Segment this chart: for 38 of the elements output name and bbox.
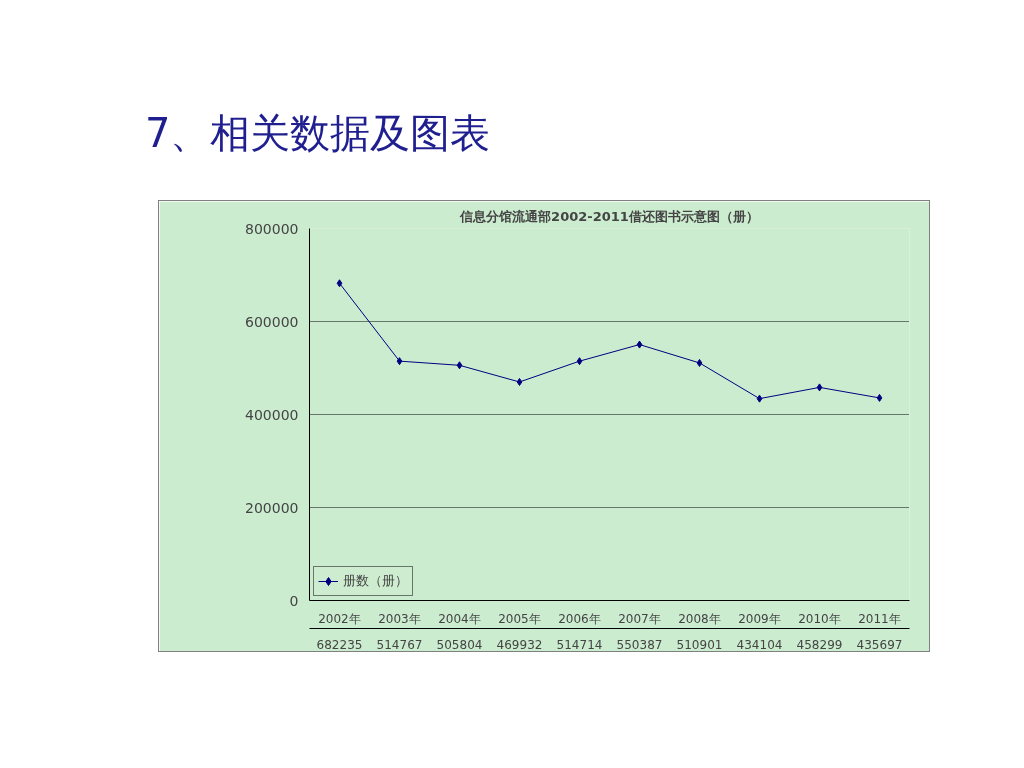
data-label: 435697 [856, 637, 903, 652]
x-tick-label: 2009年 [738, 611, 781, 626]
data-label: 434104 [736, 637, 783, 652]
point [696, 358, 703, 367]
point [876, 393, 883, 402]
x-tick-label: 2010年 [798, 611, 841, 626]
text: 7、相关数据及图表 [145, 109, 491, 158]
point [816, 383, 823, 392]
data-label: 514767 [376, 637, 423, 652]
data-label: 458299 [796, 637, 843, 652]
x-tick-label: 2006年 [558, 611, 601, 626]
data-label: 469932 [496, 637, 543, 652]
y-tick-label: 400000 [245, 406, 299, 423]
y-tick-label: 600000 [245, 313, 299, 330]
point [636, 340, 643, 349]
point [756, 394, 763, 403]
y-tick-label: 0 [289, 592, 299, 609]
x-tick-label: 2005年 [498, 611, 541, 626]
y-tick-label: 800000 [245, 220, 299, 237]
point [456, 361, 463, 370]
x-tick-label: 2007年 [618, 611, 661, 626]
legend-label: 册数（册） [343, 572, 408, 590]
x-tick-label: 2008年 [678, 611, 721, 626]
x-tick-label: 2004年 [438, 611, 481, 626]
data-label: 682235 [316, 637, 363, 652]
data-label: 510901 [676, 637, 723, 652]
x-tick-label: 2002年 [318, 611, 361, 626]
point [516, 377, 523, 386]
x-tick-label: 2011年 [858, 611, 901, 626]
point [576, 357, 583, 366]
x-tick-label: 2003年 [378, 611, 421, 626]
chart-title: 信息分馆流通部2002-2011借还图书示意图（册） [459, 208, 759, 224]
point [396, 357, 403, 366]
data-label: 505804 [436, 637, 483, 652]
data-label: 550387 [616, 637, 663, 652]
point [336, 279, 343, 288]
data-label: 514714 [556, 637, 603, 652]
y-tick-label: 200000 [245, 499, 299, 516]
